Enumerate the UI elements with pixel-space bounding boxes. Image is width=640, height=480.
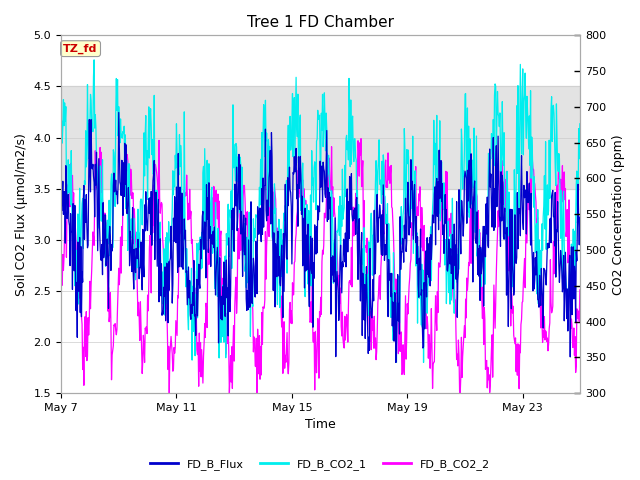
Y-axis label: CO2 Concentration (ppm): CO2 Concentration (ppm) — [612, 134, 625, 295]
Y-axis label: Soil CO2 Flux (μmol/m2/s): Soil CO2 Flux (μmol/m2/s) — [15, 133, 28, 296]
Title: Tree 1 FD Chamber: Tree 1 FD Chamber — [247, 15, 394, 30]
Text: TZ_fd: TZ_fd — [63, 44, 98, 54]
X-axis label: Time: Time — [305, 419, 336, 432]
Legend: FD_B_Flux, FD_B_CO2_1, FD_B_CO2_2: FD_B_Flux, FD_B_CO2_1, FD_B_CO2_2 — [145, 455, 495, 474]
Bar — [61, 86, 580, 189]
